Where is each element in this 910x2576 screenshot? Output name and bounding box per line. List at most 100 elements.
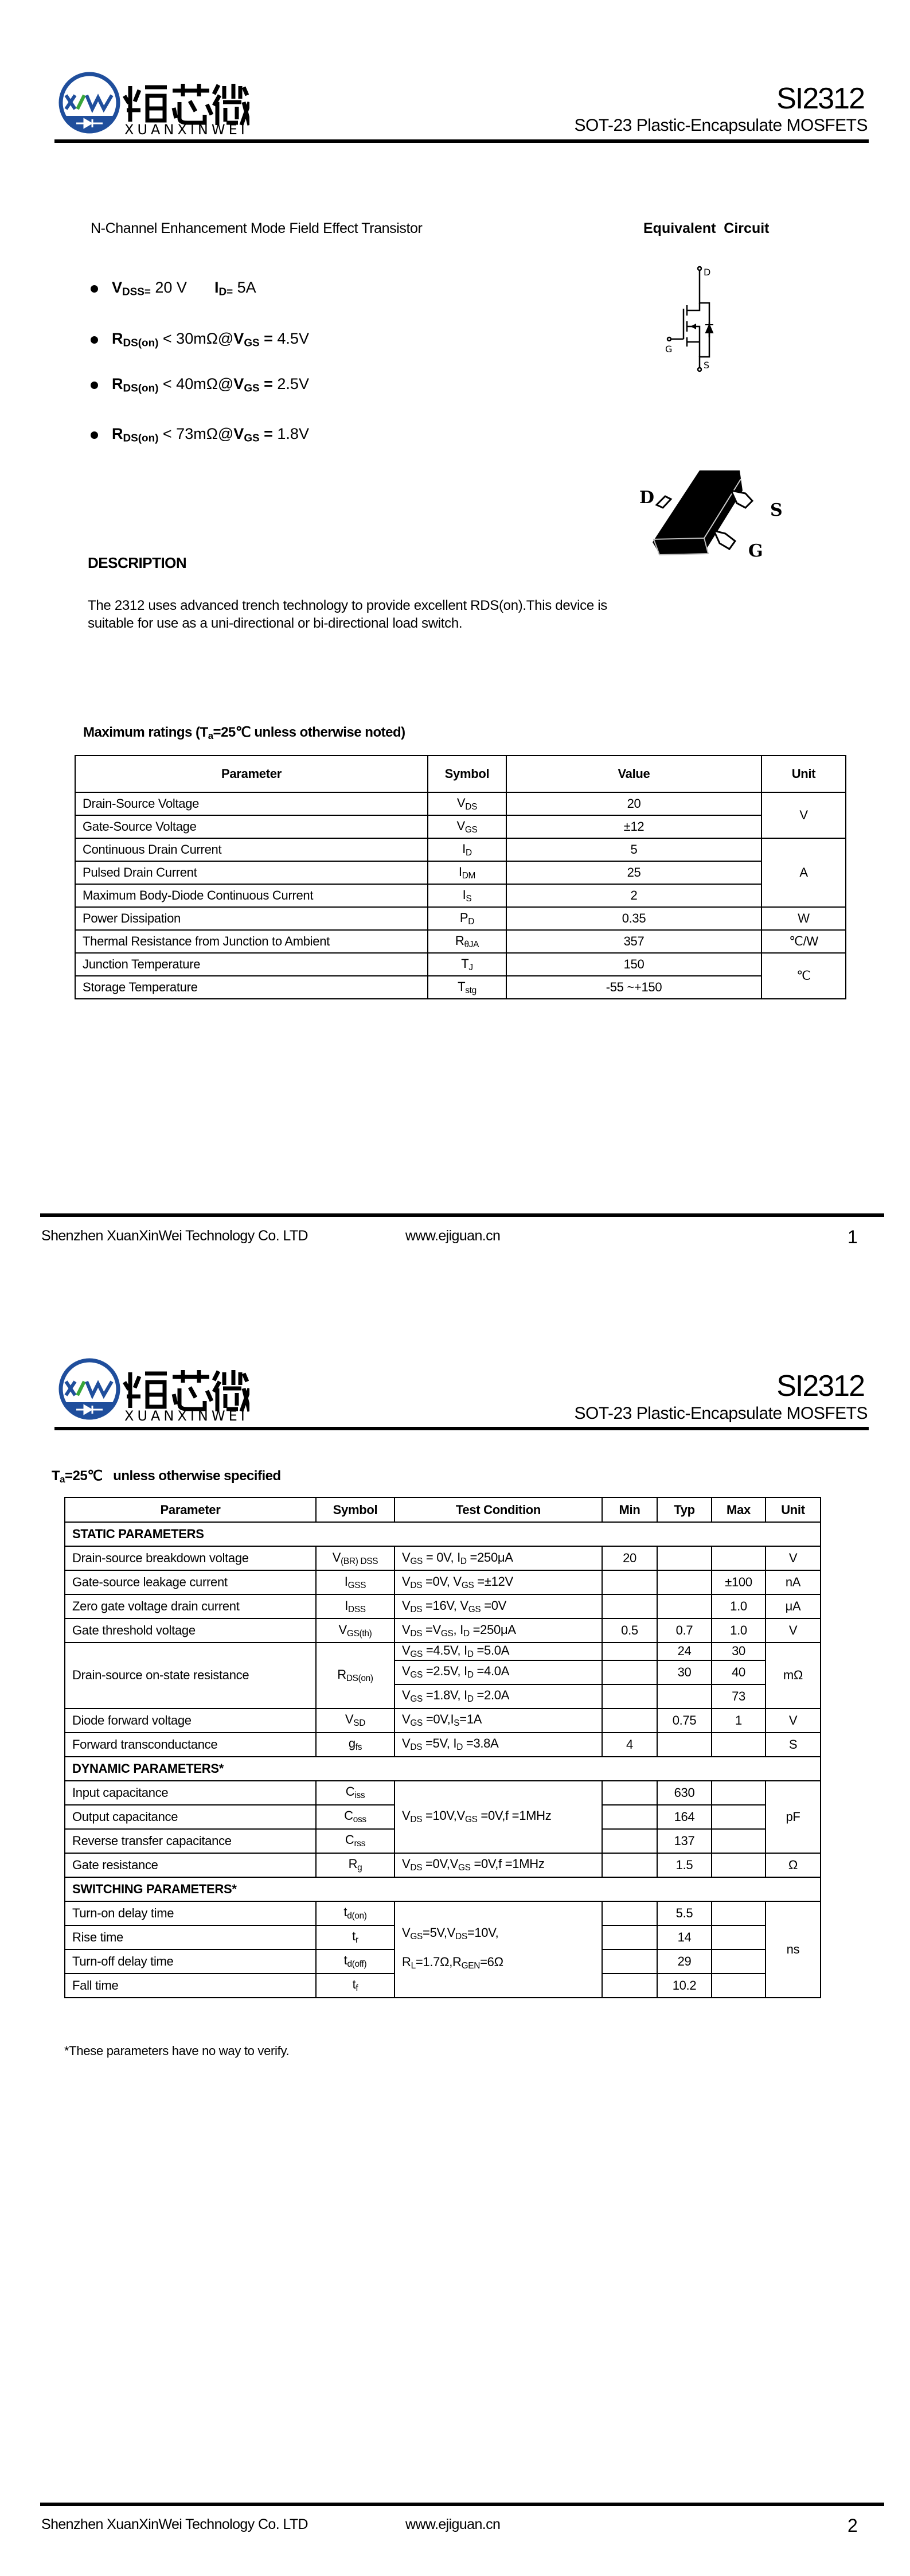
table-cell: Drain-source on-state resistance — [64, 1642, 317, 1709]
table-cell: IGSS — [315, 1570, 395, 1595]
value-cell: 0.35 — [506, 906, 762, 931]
footnote: *These parameters have no way to verify. — [64, 2044, 290, 2058]
table-header-row: Parameter Symbol Value Unit — [75, 755, 846, 793]
spec-bullet-vdss-id: VDSS= 20 V ID= 5A — [91, 279, 256, 299]
spec-id: ID= 5A — [214, 279, 256, 298]
table-cell: 29 — [657, 1948, 712, 1974]
description-text: The 2312 uses advanced trench technology… — [88, 598, 607, 631]
equivalent-circuit-title: Equivalent Circuit — [643, 220, 770, 236]
logo-container: XUANXINWEI — [54, 1356, 252, 1425]
spec-vdss: VDSS= 20 V — [112, 279, 187, 298]
table-cell: VDS =10V,VGS =0V,f =1MHz — [394, 1780, 603, 1854]
table-row: Zero gate voltage drain current IDSS VDS =… — [64, 1594, 821, 1619]
svg-text:XUANXINWEI: XUANXINWEI — [124, 1408, 248, 1422]
value-cell: 357 — [506, 929, 762, 954]
table-row: Rise time tr 14 — [64, 1924, 821, 1950]
header-subtitle: SOT-23 Plastic-Encapsulate MOSFETS — [574, 1404, 868, 1423]
mosfet-circuit-diagram: D G S — [665, 266, 714, 372]
table-cell: Fall time — [64, 1972, 317, 1998]
drain-label: D — [704, 267, 710, 278]
table-cell: tr — [315, 1924, 395, 1950]
table-cell: Input capacitance — [64, 1780, 317, 1805]
footer-company: Shenzhen XuanXinWei Technology Co. LTD — [41, 2516, 308, 2532]
table-row: Fall time tf 10.2 — [64, 1972, 821, 1998]
table-row: Turn-on delay time td(on) VGS=5V,VDS=10V, R… — [64, 1900, 821, 1998]
table-cell: S — [765, 1731, 821, 1757]
bullet-dot-icon — [91, 336, 98, 344]
table-cell: V — [765, 1546, 821, 1571]
symbol-cell: PD — [427, 906, 507, 931]
parameter-cell: Maximum Body-Diode Continuous Current — [75, 884, 428, 908]
table-row: Drain-source breakdown voltage V(BR) DSS V… — [64, 1546, 821, 1571]
table-cell: Drain-source breakdown voltage — [64, 1546, 317, 1571]
table-cell — [602, 1642, 658, 1661]
table-cell: 5.5 — [657, 1900, 712, 1926]
symbol-cell: VGS — [427, 815, 507, 839]
table-cell: μA — [765, 1594, 821, 1619]
table-cell: Ciss — [315, 1780, 395, 1805]
parameter-cell: Gate-Source Voltage — [75, 815, 428, 839]
table-cell — [711, 1852, 766, 1878]
column-header: Symbol — [315, 1497, 395, 1523]
logo-container: XUANXINWEI — [54, 70, 252, 139]
symbol-cell: VDS — [427, 792, 507, 816]
table-cell — [602, 1852, 658, 1878]
table-cell: Gate-source leakage current — [64, 1570, 317, 1595]
footer-website[interactable]: www.ejiguan.cn — [405, 1228, 501, 1244]
table-cell — [711, 1924, 766, 1950]
parameter-cell: Power Dissipation — [75, 906, 428, 931]
table-row: Gate-Source Voltage VGS ±12 — [75, 815, 846, 839]
max-ratings-title: Maximum ratings (Ta=25℃ unless otherwise… — [83, 725, 405, 742]
table-cell — [602, 1948, 658, 1974]
spec-bullet-rds-25: RDS(on) < 40mΩ@VGS = 2.5V — [91, 375, 309, 395]
table-cell: VGS =4.5V, ID =5.0A — [394, 1642, 603, 1661]
table-cell — [711, 1804, 766, 1830]
table-cell: VDS =VGS, ID =250μA — [394, 1618, 603, 1643]
table-cell: 1 — [711, 1707, 766, 1733]
table-cell: Coss — [315, 1804, 395, 1830]
unit-cell: A — [761, 838, 846, 908]
table-cell: mΩ — [765, 1642, 821, 1709]
gate-label: G — [665, 344, 672, 355]
package-drain-label: D — [639, 488, 654, 508]
header-subtitle: SOT-23 Plastic-Encapsulate MOSFETS — [574, 116, 868, 135]
symbol-cell: IS — [427, 884, 507, 908]
parameter-cell: Pulsed Drain Current — [75, 861, 428, 885]
table-cell: 24 — [657, 1642, 712, 1661]
table-cell — [602, 1683, 658, 1709]
header-rule — [54, 139, 869, 143]
table-cell — [602, 1924, 658, 1950]
table-cell: VGS =2.5V, ID =4.0A — [394, 1659, 603, 1685]
table-row: Reverse transfer capacitance Crss 137 — [64, 1828, 821, 1854]
parameter-cell: Thermal Resistance from Junction to Ambi… — [75, 929, 428, 954]
header-rule — [54, 1427, 869, 1430]
table-cell — [711, 1900, 766, 1926]
table-cell — [657, 1594, 712, 1619]
table-cell: Turn-on delay time — [64, 1900, 317, 1926]
table-cell: Ω — [765, 1852, 821, 1878]
footer-company: Shenzhen XuanXinWei Technology Co. LTD — [41, 1228, 308, 1244]
value-cell: 5 — [506, 838, 762, 862]
parameter-cell: Drain-Source Voltage — [75, 792, 428, 816]
table-cell — [657, 1731, 712, 1757]
unit-cell: ℃/W — [761, 929, 846, 954]
table-cell: ±100 — [711, 1570, 766, 1595]
value-cell: -55 ~+150 — [506, 975, 762, 999]
table-cell — [602, 1780, 658, 1805]
footer-website[interactable]: www.ejiguan.cn — [405, 2516, 501, 2532]
table-cell — [602, 1972, 658, 1998]
parameter-cell: Storage Temperature — [75, 975, 428, 999]
table-cell: 0.7 — [657, 1618, 712, 1643]
column-header: Value — [506, 755, 762, 793]
table-cell: 0.75 — [657, 1707, 712, 1733]
table-cell: VDS =16V, VGS =0V — [394, 1594, 603, 1619]
symbol-cell: ID — [427, 838, 507, 862]
part-number: SI2312 — [776, 82, 865, 115]
table-cell: 30 — [657, 1659, 712, 1685]
table-cell: VSD — [315, 1707, 395, 1733]
table-cell: Rise time — [64, 1924, 317, 1950]
table-cell: 1.0 — [711, 1618, 766, 1643]
table-cell: ns — [765, 1900, 821, 1998]
table-row: Gate resistance Rg VDS =0V,VGS =0V,f =1MHz… — [64, 1852, 821, 1878]
spec-rds-25: RDS(on) < 40mΩ@VGS = 2.5V — [112, 375, 309, 395]
